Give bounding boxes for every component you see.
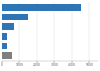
Bar — [2, 23, 14, 30]
Bar — [2, 52, 12, 59]
Bar — [2, 33, 7, 40]
Bar — [2, 43, 7, 49]
Bar — [2, 4, 80, 11]
Bar — [2, 14, 28, 21]
